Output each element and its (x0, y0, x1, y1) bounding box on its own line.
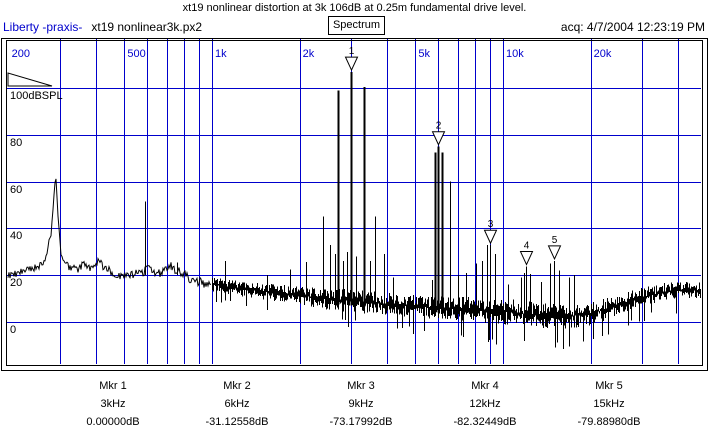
marker-readout-3: Mkr 3 9kHz -73.17992dB (286, 377, 436, 431)
marker-value: -79.88980dB (577, 416, 641, 428)
marker-5: 5 (547, 235, 562, 261)
marker-readout-2: Mkr 2 6kHz -31.12558dB (162, 377, 312, 431)
marker-freq: 3kHz (100, 398, 126, 410)
header-left: Liberty -praxis-xt19 nonlinear3k.px2 (3, 20, 202, 34)
marker-readout-4: Mkr 4 12kHz -82.32449dB (410, 377, 560, 431)
marker-3-triangle-icon[interactable] (483, 229, 498, 245)
view-mode-label: Spectrum (332, 19, 381, 31)
marker-name: Mkr 4 (471, 380, 499, 392)
view-mode-box: Spectrum (328, 16, 385, 35)
y-tick-label-0: 0 (10, 324, 17, 336)
y-tick-label-40: 40 (10, 230, 23, 243)
marker-2-triangle-icon[interactable] (431, 131, 446, 146)
marker-value: -31.12558dB (205, 416, 269, 428)
marker-name: Mkr 1 (99, 380, 127, 392)
marker-5-triangle-icon[interactable] (547, 245, 562, 261)
acq-timestamp: acq: 4/7/2004 12:23:19 PM (560, 20, 705, 34)
marker-freq: 6kHz (224, 398, 250, 410)
y-tick-label-60: 60 (10, 183, 23, 196)
file-name: xt19 nonlinear3k.px2 (91, 20, 203, 34)
plot-title: xt19 nonlinear distortion at 3k 106dB at… (182, 2, 527, 14)
marker-4-number: 4 (524, 241, 530, 252)
x-tick-label-200: 200 (11, 48, 30, 60)
marker-1: 1 (344, 46, 359, 72)
marker-freq: 9kHz (348, 398, 374, 410)
marker-name: Mkr 5 (595, 380, 623, 392)
resolution-wedge-icon (7, 72, 53, 87)
x-tick-label-20k: 20k (593, 48, 612, 60)
marker-value: 0.00000dB (86, 416, 140, 428)
x-tick-label-1k: 1k (215, 48, 227, 60)
marker-4-triangle-icon[interactable] (519, 251, 534, 266)
marker-5-number: 5 (552, 235, 558, 246)
grid-lines (7, 39, 701, 364)
x-tick-label-2k: 2k (302, 48, 315, 60)
marker-name: Mkr 2 (223, 380, 251, 392)
marker-1-number: 1 (349, 46, 355, 57)
marker-freq: 15kHz (593, 398, 625, 410)
marker-name: Mkr 3 (347, 380, 375, 392)
plot-frame (1, 38, 708, 371)
marker-3: 3 (483, 219, 498, 245)
marker-value: -73.17992dB (329, 416, 393, 428)
x-tick-label-500: 500 (127, 48, 146, 60)
y-tick-label-80: 80 (10, 136, 23, 149)
spectrum-trace (7, 72, 701, 350)
x-tick-label-5k: 5k (418, 48, 431, 60)
marker-freq: 12kHz (469, 398, 501, 410)
marker-4: 4 (519, 241, 534, 266)
y-tick-label-100: 100dBSPL (10, 90, 63, 102)
marker-3-number: 3 (488, 219, 494, 230)
marker-2-number: 2 (436, 121, 442, 132)
marker-1-triangle-icon[interactable] (344, 56, 359, 72)
marker-2: 2 (431, 121, 446, 146)
marker-readout-1: Mkr 1 3kHz 0.00000dB (38, 377, 188, 431)
app-name: Liberty -praxis- (3, 20, 83, 34)
x-tick-label-10k: 10k (506, 48, 524, 60)
marker-readout-5: Mkr 5 15kHz -79.88980dB (534, 377, 684, 431)
y-tick-label-20: 20 (10, 277, 23, 290)
marker-value: -82.32449dB (453, 416, 517, 428)
